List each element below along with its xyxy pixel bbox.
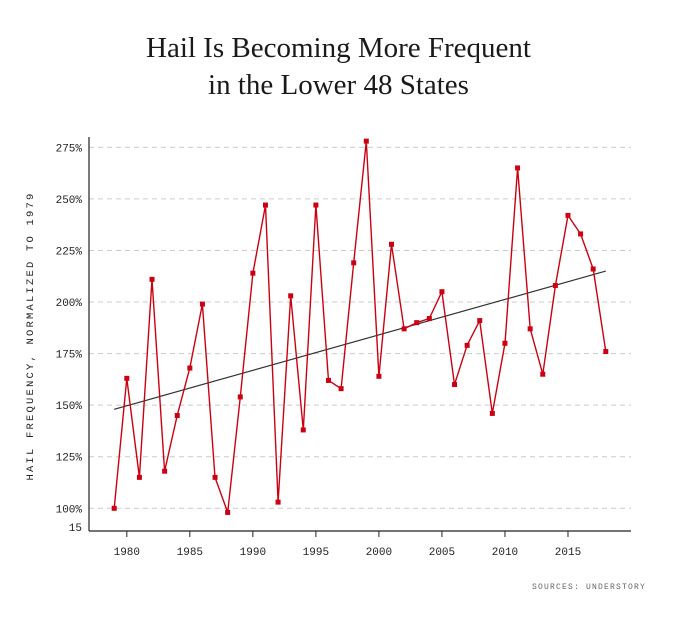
data-point [325, 377, 331, 383]
data-point [426, 316, 432, 322]
data-point [515, 165, 521, 171]
data-point [288, 293, 294, 299]
data-point [262, 202, 268, 208]
data-point [174, 412, 180, 418]
data-point [212, 474, 218, 480]
y-tick-label: 175% [56, 350, 83, 362]
title-line-1: Hail Is Becoming More Frequent [146, 32, 531, 64]
data-point [225, 509, 231, 515]
source-note: SOURCES: UNDERSTORY [531, 583, 646, 592]
x-tick-label: 2010 [492, 547, 518, 559]
title-line-2: in the Lower 48 States [208, 69, 469, 101]
x-tick-label: 2005 [429, 547, 455, 559]
y-tick-label: 225% [56, 246, 83, 258]
y-tick-label: 15 [69, 523, 82, 535]
data-point [401, 326, 407, 332]
data-point [187, 365, 193, 371]
data-point [439, 289, 445, 295]
data-point [363, 138, 369, 144]
x-tick-label: 2015 [555, 547, 581, 559]
trend-line [114, 270, 606, 410]
y-tick-label: 150% [56, 401, 83, 413]
data-point [552, 283, 558, 289]
y-tick-label: 275% [56, 143, 83, 155]
y-tick-label: 250% [56, 195, 83, 207]
data-point [477, 318, 483, 324]
chart-title: Hail Is Becoming More Frequent in the Lo… [0, 30, 677, 104]
data-point [275, 499, 281, 505]
y-tick-label: 200% [56, 298, 83, 310]
data-point [313, 202, 319, 208]
data-point [389, 241, 395, 247]
data-point [540, 371, 546, 377]
data-point [124, 375, 130, 381]
data-point [136, 474, 142, 480]
data-point [464, 342, 470, 348]
data-point [351, 260, 357, 266]
data-point [237, 394, 243, 400]
x-tick-label: 1980 [114, 547, 140, 559]
data-point [376, 373, 382, 379]
data-point [565, 212, 571, 218]
data-point [149, 276, 155, 282]
x-tick-label: 1995 [303, 547, 329, 559]
data-point [414, 320, 420, 326]
data-point [489, 410, 495, 416]
data-point [578, 231, 584, 237]
x-tick-label: 1985 [177, 547, 203, 559]
data-point [527, 326, 533, 332]
data-point [452, 382, 458, 388]
data-point [502, 340, 508, 346]
data-point [603, 349, 609, 355]
data-point [590, 266, 596, 272]
x-tick-label: 2000 [366, 547, 392, 559]
data-point [111, 505, 117, 511]
data-point [300, 427, 306, 433]
data-point [162, 468, 168, 474]
data-point [199, 301, 205, 307]
data-point [338, 386, 344, 392]
x-tick-label: 1990 [240, 547, 266, 559]
y-axis-label: HAIL FREQUENCY, NORMALIZED TO 1979 [25, 191, 37, 480]
data-point [250, 270, 256, 276]
y-tick-label: 125% [56, 453, 83, 465]
series-line [113, 140, 607, 514]
y-tick-label: 100% [56, 504, 83, 516]
